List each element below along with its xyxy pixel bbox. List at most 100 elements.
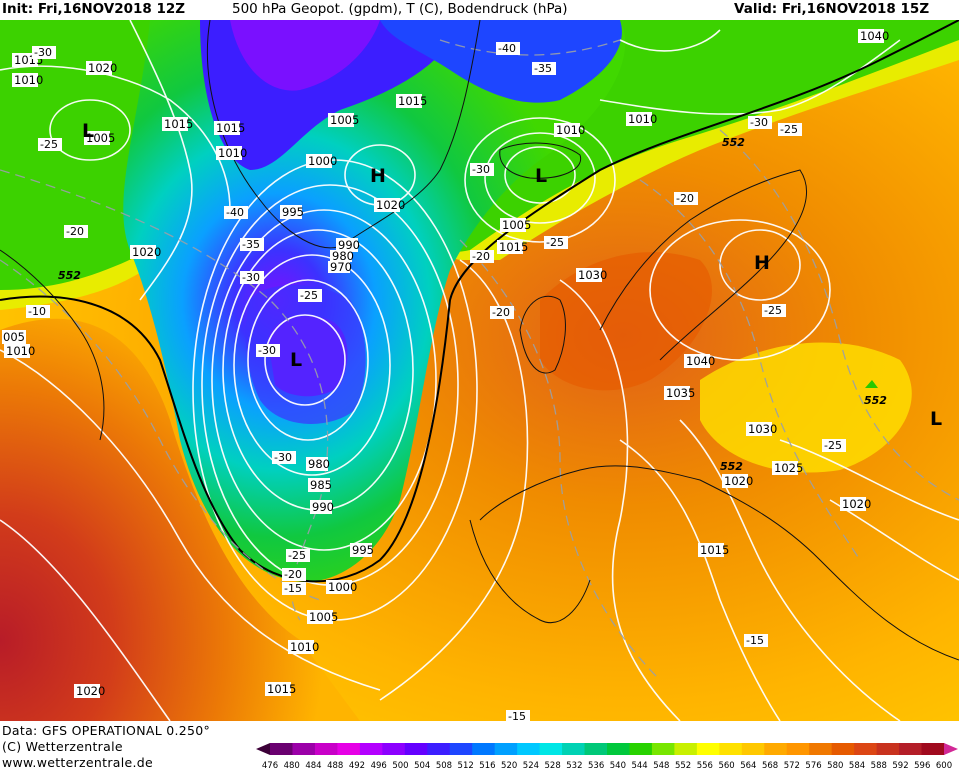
pressure-label: 985 (308, 478, 332, 492)
temperature-label: -15 (506, 710, 530, 721)
svg-text:980: 980 (308, 457, 330, 471)
svg-text:-35: -35 (242, 238, 260, 251)
coastlines (0, 20, 959, 661)
colorbar-label: 476 (262, 761, 278, 770)
svg-text:1035: 1035 (666, 386, 695, 400)
pressure-label: 1040 (684, 354, 715, 368)
svg-text:1025: 1025 (774, 461, 803, 475)
colorbar-label: 500 (392, 761, 408, 770)
isotherm (0, 259, 321, 601)
geopotential-552-line (0, 20, 959, 583)
pressure-label: 1010 (554, 123, 585, 137)
colorbar-swatch (629, 743, 653, 755)
pressure-label: 995 (350, 543, 374, 557)
colorbar-label: 496 (371, 761, 387, 770)
geopotential-label: 552 (864, 394, 887, 407)
svg-text:-15: -15 (508, 710, 526, 721)
svg-text:1005: 1005 (309, 610, 338, 624)
pressure-label: 1010 (4, 344, 35, 358)
colorbar-swatch (719, 743, 743, 755)
pressure-label: 990 (336, 238, 360, 252)
isobar (49, 99, 131, 161)
pressure-label: 1020 (86, 61, 117, 75)
colorbar-label: 560 (718, 761, 734, 770)
pressure-label: 1015 (162, 117, 193, 131)
colorbar-legend: 476 480 484 488 492 496 500 504 508 512 516 520 524 5… (256, 743, 958, 770)
isobar (619, 439, 781, 721)
temperature-label: -30 (470, 163, 494, 176)
colorbar-swatch (854, 743, 878, 755)
isobar (0, 349, 381, 691)
colorbar-label: 572 (784, 761, 800, 770)
svg-text:1015: 1015 (164, 117, 193, 131)
colorbar-swatch (607, 743, 630, 755)
svg-text:-30: -30 (274, 451, 292, 464)
colorbar-label: 480 (284, 761, 300, 770)
colorbar-label: 564 (740, 761, 756, 770)
isotherm (639, 179, 861, 561)
svg-text:995: 995 (352, 543, 374, 557)
colorbar-label: 568 (762, 761, 778, 770)
colorbar-label: 600 (936, 761, 952, 770)
map-header: Init: Fri,16NOV2018 12Z 500 hPa Geopot. … (0, 0, 959, 20)
svg-text:1020: 1020 (132, 245, 161, 259)
svg-text:1010: 1010 (556, 123, 585, 137)
init-time: Init: Fri,16NOV2018 12Z (2, 1, 186, 17)
pressure-label: 1015 (265, 682, 296, 696)
svg-text:-30: -30 (34, 46, 52, 59)
temperature-label: -20 (490, 306, 514, 319)
colorbar-labels: 476 480 484 488 492 496 500 504 508 512 516 520 524 5… (262, 761, 952, 770)
svg-text:1040: 1040 (860, 29, 889, 43)
pressure-label: 1020 (722, 474, 753, 488)
colorbar-swatch (809, 743, 833, 755)
colorbar-swatch (292, 743, 316, 755)
svg-text:-20: -20 (472, 250, 490, 263)
isobar (779, 439, 959, 521)
parameter-description: 500 hPa Geopot. (gpdm), T (C), Bodendruc… (232, 1, 568, 17)
colorbar-swatch (921, 743, 945, 755)
pressure-label: 1005 (328, 113, 359, 127)
colorbar-right-arrow (944, 743, 958, 755)
geopotential-label: 552 (722, 136, 745, 149)
pressure-label: 1025 (772, 461, 803, 475)
pressure-label: 1005 (307, 610, 338, 624)
temperature-label: -20 (282, 568, 306, 581)
geopotential-label: 552 (720, 460, 743, 473)
isobar (0, 519, 171, 721)
website-label: www.wetterzentrale.de (2, 755, 153, 770)
colorbar-swatch (562, 743, 586, 755)
svg-text:990: 990 (338, 238, 360, 252)
isobar (129, 20, 193, 301)
low-center-label: L (290, 349, 302, 371)
isobar (247, 279, 369, 441)
svg-text:-40: -40 (226, 206, 244, 219)
svg-text:-40: -40 (498, 42, 516, 55)
colorbar-swatch (449, 743, 473, 755)
colorbar-swatch (741, 743, 765, 755)
colorbar-label: 552 (675, 761, 691, 770)
pressure-label: 1015 (698, 543, 729, 557)
svg-text:-25: -25 (300, 289, 318, 302)
isotherm (0, 169, 329, 621)
low-center-label: L (930, 408, 942, 430)
svg-text:-30: -30 (750, 116, 768, 129)
geopotential-label: 552 (58, 269, 81, 282)
isobar (649, 219, 831, 361)
temperature-label: -40 (224, 206, 248, 219)
svg-text:1015: 1015 (216, 121, 245, 135)
pressure-label: 1020 (130, 245, 161, 259)
isobar (504, 146, 576, 204)
svg-text:-30: -30 (242, 271, 260, 284)
high-center-label: H (754, 252, 770, 274)
temperature-label: -20 (674, 192, 698, 205)
temperature-label: -25 (778, 123, 802, 136)
pressure-label: 1015 (396, 94, 427, 108)
svg-text:-25: -25 (546, 236, 564, 249)
pressure-label: 995 (280, 205, 304, 219)
copyright-label: (C) Wetterzentrale (2, 739, 123, 754)
svg-text:1010: 1010 (290, 640, 319, 654)
isotherm (459, 239, 661, 681)
temperature-label: -10 (26, 305, 50, 318)
pressure-label: 1010 (216, 146, 247, 160)
colorbar-label: 492 (349, 761, 365, 770)
